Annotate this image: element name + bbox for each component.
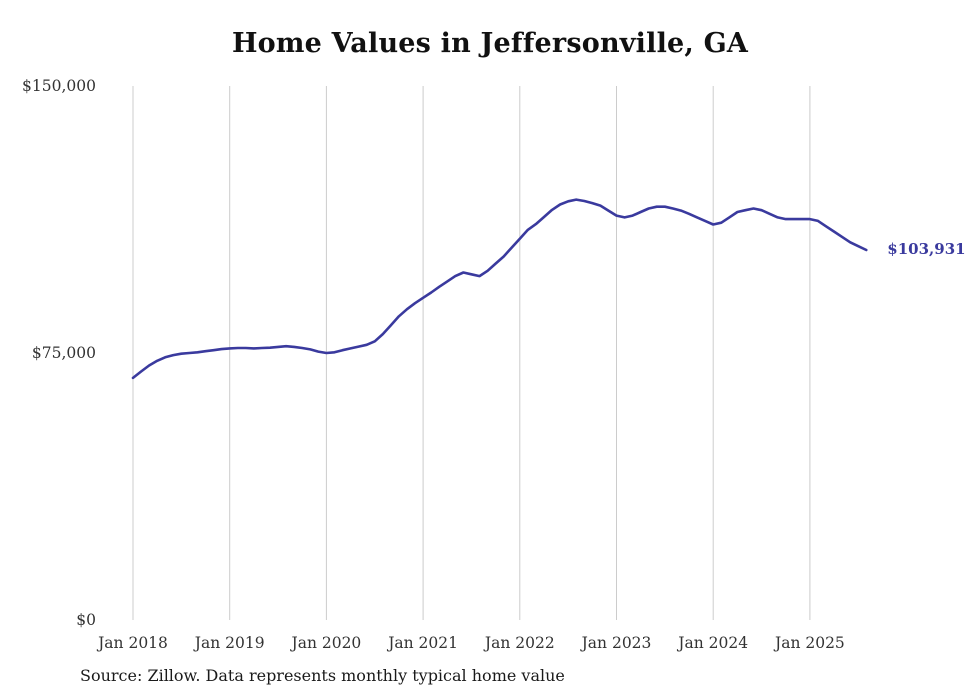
x-tick-label: Jan 2020 — [289, 634, 361, 652]
y-tick-label: $150,000 — [22, 77, 96, 95]
x-tick-label: Jan 2025 — [773, 634, 845, 652]
x-tick-label: Jan 2024 — [676, 634, 748, 652]
y-tick-label: $0 — [76, 611, 96, 629]
source-note: Source: Zillow. Data represents monthly … — [80, 666, 565, 685]
chart-title: Home Values in Jeffersonville, GA — [231, 28, 749, 59]
x-tick-label: Jan 2023 — [580, 634, 652, 652]
end-value-label: $103,931 — [887, 240, 966, 258]
y-tick-label: $75,000 — [32, 344, 96, 362]
home-value-line — [131, 198, 868, 380]
x-tick-label: Jan 2018 — [96, 634, 168, 652]
x-tick-label: Jan 2022 — [483, 634, 555, 652]
x-tick-label: Jan 2021 — [386, 634, 458, 652]
x-tick-label: Jan 2019 — [193, 634, 265, 652]
